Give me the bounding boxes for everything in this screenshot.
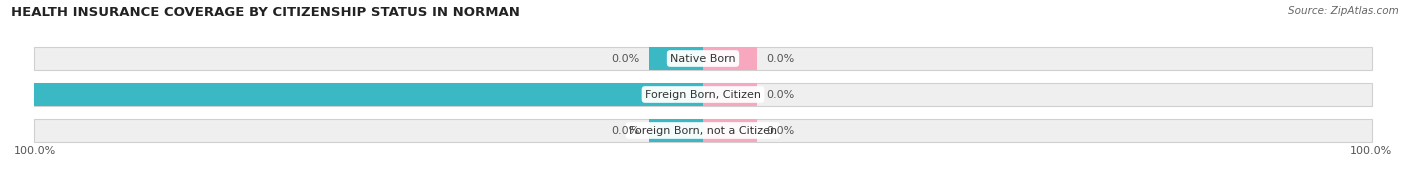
Text: 0.0%: 0.0%: [612, 126, 640, 136]
Text: Foreign Born, Citizen: Foreign Born, Citizen: [645, 90, 761, 99]
Text: Native Born: Native Born: [671, 53, 735, 64]
Bar: [703, 119, 756, 142]
Text: 0.0%: 0.0%: [766, 126, 794, 136]
Text: 100.0%: 100.0%: [0, 90, 24, 99]
Bar: [34, 83, 703, 106]
Text: Source: ZipAtlas.com: Source: ZipAtlas.com: [1288, 6, 1399, 16]
Text: 0.0%: 0.0%: [766, 90, 794, 99]
Text: HEALTH INSURANCE COVERAGE BY CITIZENSHIP STATUS IN NORMAN: HEALTH INSURANCE COVERAGE BY CITIZENSHIP…: [11, 6, 520, 19]
Text: 0.0%: 0.0%: [612, 53, 640, 64]
Bar: [703, 47, 756, 70]
Text: 0.0%: 0.0%: [766, 53, 794, 64]
Bar: [703, 83, 756, 106]
Bar: [650, 47, 703, 70]
Text: 100.0%: 100.0%: [14, 146, 56, 156]
Bar: [34, 83, 1372, 106]
Text: 100.0%: 100.0%: [1350, 146, 1392, 156]
Bar: [34, 119, 1372, 142]
Bar: [650, 119, 703, 142]
Bar: [34, 47, 1372, 70]
Text: Foreign Born, not a Citizen: Foreign Born, not a Citizen: [628, 126, 778, 136]
